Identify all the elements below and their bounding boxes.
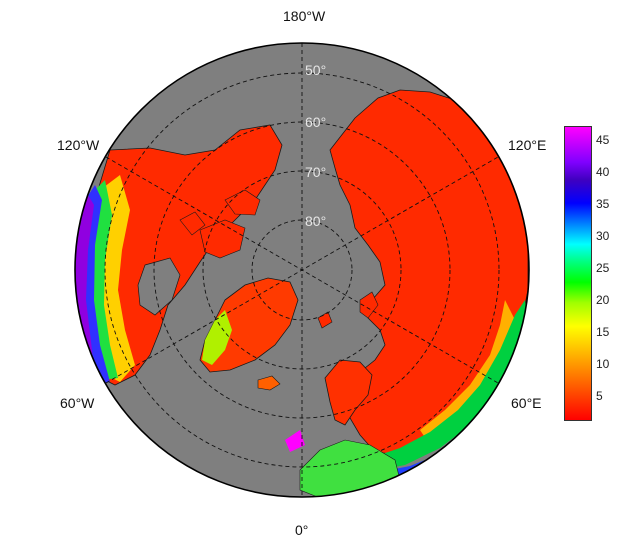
lon-label-0: 0°: [295, 522, 309, 538]
landmass-novaya-zemlya: [359, 291, 379, 319]
landmass-iberia-edge: [285, 430, 305, 452]
colorbar-tick-10: 10: [596, 357, 610, 371]
colorbar-tick-5: 5: [596, 389, 603, 403]
meridian-lines: [105, 43, 499, 497]
colorbar-tick-25: 25: [596, 261, 610, 275]
colorbar: [564, 126, 592, 421]
colorbar-tick-15: 15: [596, 325, 610, 339]
hudson-bay: [137, 257, 181, 316]
landmass-greenland-coast: [202, 310, 232, 365]
colorbar-tick-35: 35: [596, 197, 610, 211]
map-boundary: [74, 42, 530, 498]
lon-label-120w: 120°W: [57, 137, 100, 153]
landmass-southern-band: [370, 300, 528, 470]
colorbar-tick-20: 20: [596, 293, 610, 307]
colorbar-tick-45: 45: [596, 133, 610, 147]
lon-label-180w: 180°W: [283, 8, 326, 24]
lat-label-70: 70°: [305, 164, 326, 180]
landmass-iceland: [257, 375, 281, 391]
colorbar-tick-30: 30: [596, 229, 610, 243]
lon-label-120e: 120°E: [508, 137, 547, 153]
lat-label-50: 50°: [305, 62, 326, 78]
landmass-scandinavia: [324, 359, 373, 426]
lon-label-60e: 60°E: [511, 395, 542, 411]
colorbar-tick-40: 40: [596, 165, 610, 179]
lat-label-60: 60°: [305, 114, 326, 130]
lon-label-60w: 60°W: [60, 395, 95, 411]
lat-label-80: 80°: [305, 213, 326, 229]
